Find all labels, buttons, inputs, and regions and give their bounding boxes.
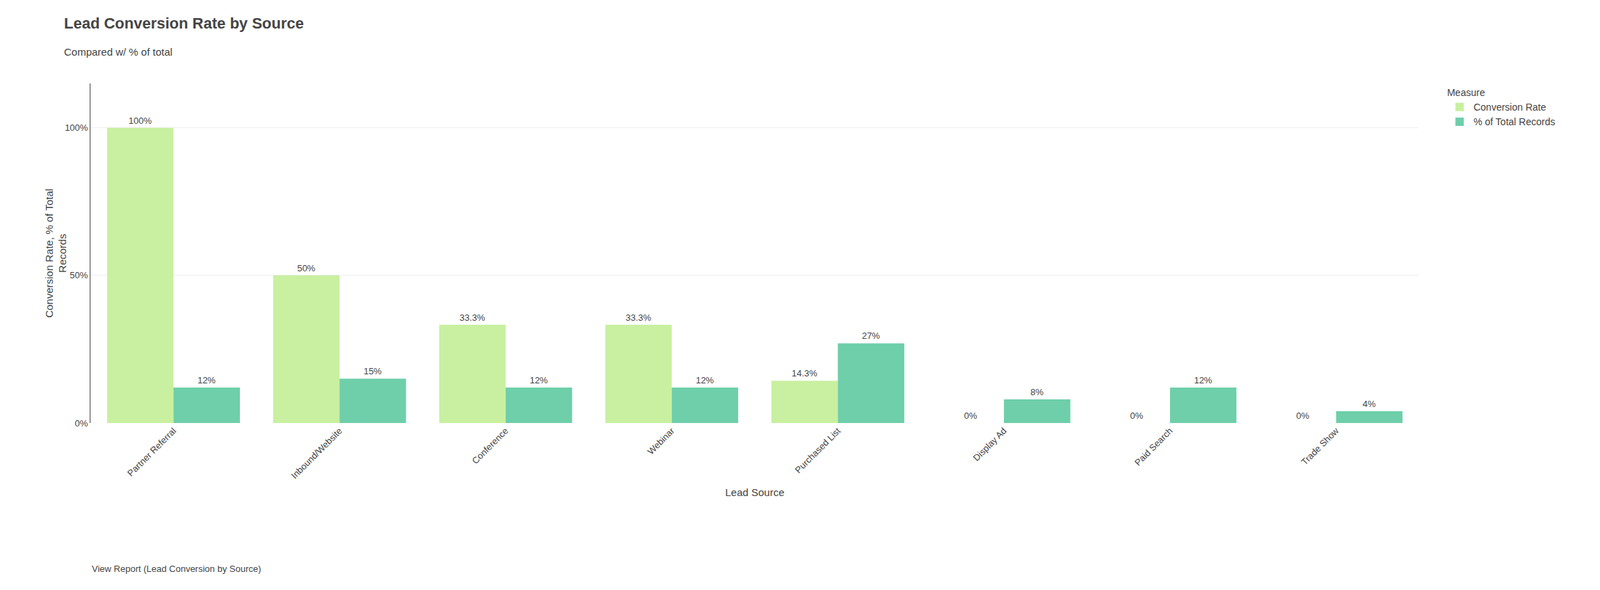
svg-text:Inbound/Website: Inbound/Website [288,425,344,481]
svg-text:Lead Source: Lead Source [724,486,784,499]
svg-text:12%: 12% [1193,374,1212,386]
svg-text:Trade Show: Trade Show [1299,425,1342,467]
svg-text:Lead Conversion Rate by Source: Lead Conversion Rate by Source [64,14,304,32]
svg-text:100%: 100% [128,115,153,126]
svg-text:8%: 8% [1030,386,1044,398]
svg-text:Compared w/ % of total: Compared w/ % of total [64,45,173,58]
svg-text:0%: 0% [1296,410,1310,421]
svg-text:% of Total Records: % of Total Records [1473,116,1555,128]
svg-text:0%: 0% [75,418,89,429]
svg-text:0%: 0% [1130,410,1144,421]
svg-text:14.3%: 14.3% [791,368,818,379]
svg-text:33.3%: 33.3% [625,312,652,323]
svg-text:Display Ad: Display Ad [971,425,1009,464]
svg-text:50%: 50% [297,262,316,274]
svg-text:27%: 27% [861,330,880,341]
svg-text:Conference: Conference [469,425,510,467]
svg-text:12%: 12% [695,374,714,386]
svg-text:Purchased List: Purchased List [793,425,844,476]
svg-text:100%: 100% [64,122,89,133]
svg-text:0%: 0% [964,410,978,421]
svg-text:12%: 12% [529,374,548,386]
svg-text:12%: 12% [197,374,216,386]
svg-text:15%: 15% [363,365,382,377]
svg-text:View Report (Lead Conversion b: View Report (Lead Conversion by Source) [91,563,261,574]
svg-text:Webinar: Webinar [645,425,677,457]
svg-text:Conversion Rate, % of TotalRec: Conversion Rate, % of TotalRecords [43,188,69,318]
svg-text:Paid Search: Paid Search [1132,425,1175,469]
svg-text:Conversion Rate: Conversion Rate [1473,101,1546,113]
svg-text:Measure: Measure [1446,86,1486,99]
svg-text:50%: 50% [69,269,88,281]
svg-text:Partner Referral: Partner Referral [125,425,179,479]
svg-text:4%: 4% [1362,398,1376,410]
svg-text:33.3%: 33.3% [459,312,485,323]
